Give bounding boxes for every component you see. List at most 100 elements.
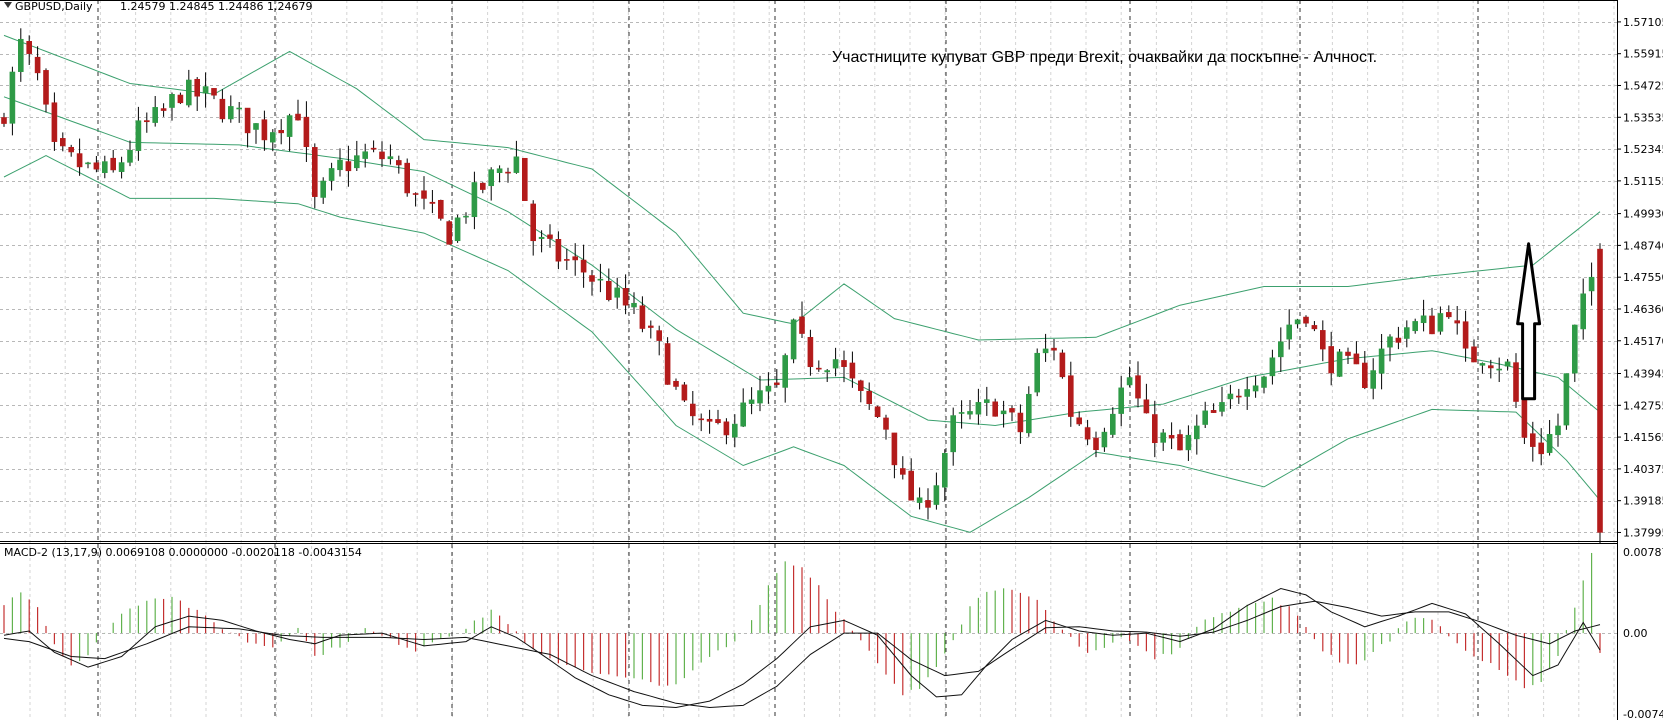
candle-body [589, 275, 595, 282]
candle-body [1177, 434, 1183, 451]
candle-body [1521, 398, 1528, 438]
candle-body [547, 234, 553, 239]
y-tick-label: 1.41565 [1623, 431, 1663, 444]
candle-body [17, 38, 24, 72]
candle-body [169, 94, 175, 108]
up-arrow-annotation [1516, 242, 1542, 401]
candle-body [1563, 373, 1570, 426]
candle-body [883, 417, 889, 430]
candle-body [740, 402, 747, 427]
candle-body [1110, 413, 1116, 435]
candle-body [1009, 408, 1015, 413]
candle-body [26, 41, 33, 54]
candle-body [1093, 437, 1099, 451]
y-tick-label: 1.51155 [1623, 175, 1663, 188]
y-tick-label: 1.45170 [1623, 335, 1663, 348]
candle-body [1446, 312, 1452, 318]
candle-body [815, 367, 822, 370]
candle-body [1454, 320, 1460, 324]
candle-body [622, 288, 629, 306]
macd-y-tick-label: 0.007872 [1623, 546, 1663, 559]
candle-body [1000, 410, 1007, 415]
candle-body [1404, 327, 1410, 339]
candle-body [471, 182, 478, 218]
candle-body [1236, 395, 1242, 398]
candle-body [967, 411, 973, 415]
candle-body [1210, 410, 1217, 413]
candle-body [706, 418, 713, 422]
candle-body [1496, 368, 1502, 371]
candle-body [328, 168, 335, 181]
candle-body [202, 86, 209, 94]
candle-body [1286, 324, 1292, 340]
candle-body [412, 193, 419, 195]
candle-body [51, 102, 58, 142]
candle-body [1320, 330, 1326, 350]
y-tick-label: 1.57105 [1623, 16, 1663, 29]
candle-body [605, 280, 612, 300]
candle-body [186, 79, 192, 106]
candle-body [278, 130, 285, 134]
candle-body [362, 151, 369, 159]
candle-body [631, 302, 637, 308]
candle-body [1084, 427, 1091, 440]
candle-body [1530, 433, 1536, 447]
candle-body [908, 470, 915, 501]
candle-body [320, 180, 327, 198]
candle-body [337, 159, 343, 171]
candle-body [228, 106, 234, 120]
candle-body [1538, 442, 1544, 455]
candle-body [916, 497, 923, 503]
y-tick-label: 1.49930 [1623, 208, 1663, 221]
candle-body [1572, 324, 1578, 374]
candle-body [211, 88, 217, 96]
candle-body [303, 116, 310, 148]
candle-body [1042, 348, 1049, 354]
macd-y-tick-label: -0.007480 [1623, 708, 1663, 720]
candle-body [144, 120, 150, 123]
candle-body [127, 149, 133, 163]
candle-body [1597, 248, 1603, 533]
candle-body [1068, 375, 1074, 417]
y-tick-label: 1.53535 [1623, 111, 1663, 124]
candle-body [110, 157, 116, 171]
candle-body [9, 71, 16, 124]
candle-body [580, 259, 587, 273]
candle-body [1555, 425, 1561, 436]
candle-body [992, 401, 999, 417]
candle-body [43, 70, 49, 105]
candle-body [773, 382, 780, 385]
candle-body [286, 115, 293, 137]
candle-body [1429, 315, 1435, 335]
candle-body [799, 316, 805, 334]
candle-body [253, 123, 259, 130]
y-tick-label: 1.39185 [1623, 495, 1663, 508]
candle-body [295, 113, 301, 121]
candle-body [664, 343, 671, 385]
candle-body [555, 238, 562, 262]
candle-body [1051, 347, 1057, 351]
candle-body [1311, 325, 1318, 330]
candle-body [496, 168, 503, 173]
candle-body [34, 56, 41, 74]
candle-body [219, 98, 226, 120]
candle-body [437, 199, 444, 219]
candle-body [958, 412, 965, 414]
candle-body [160, 108, 167, 111]
candle-body [1101, 431, 1108, 448]
candle-body [1118, 387, 1124, 414]
candle-body [891, 432, 898, 466]
y-tick-label: 1.54725 [1623, 79, 1663, 92]
candle-body [647, 325, 654, 328]
candle-body [311, 147, 318, 197]
candle-body [639, 305, 646, 329]
candle-body [731, 423, 738, 438]
candle-body [1328, 346, 1334, 374]
candle-body [353, 155, 360, 169]
candle-body [790, 319, 797, 360]
ohlc-values: 1.24579 1.24845 1.24486 1.24679 [120, 0, 312, 13]
macd-signal-line [3, 600, 1601, 709]
candle-body [715, 419, 721, 424]
